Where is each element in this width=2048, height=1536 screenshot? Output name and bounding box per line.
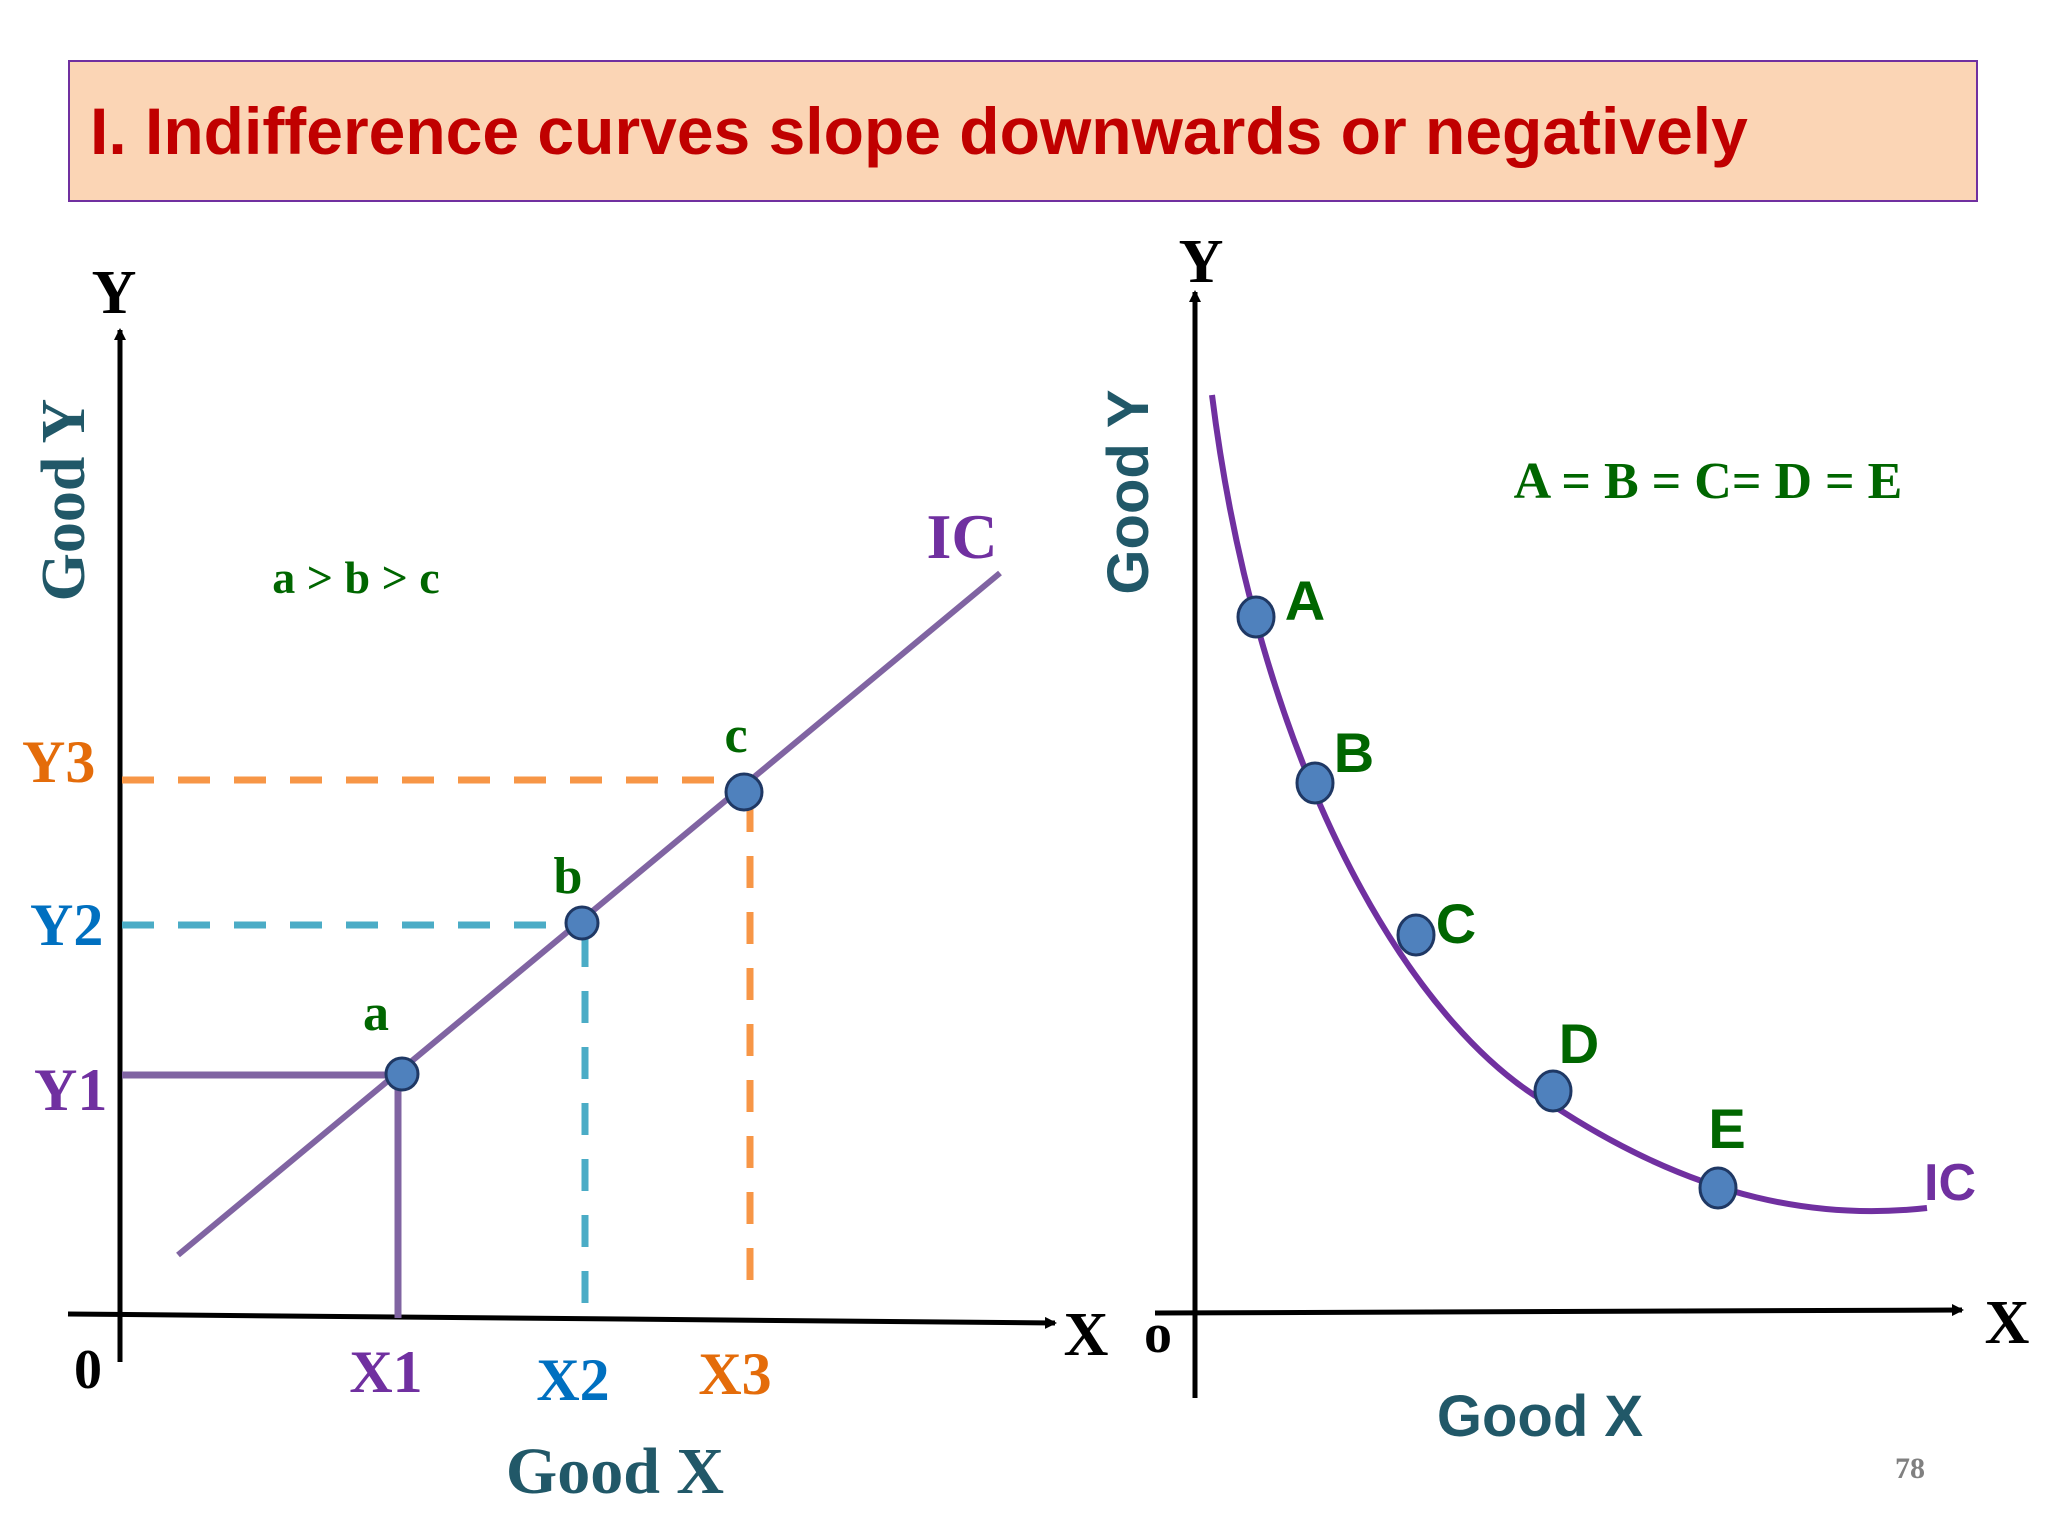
point-B-label: B bbox=[1334, 721, 1374, 784]
right-y-axis-title: Good Y bbox=[1096, 389, 1161, 594]
right-x-axis-title: Good X bbox=[1437, 1384, 1644, 1449]
left-x-axis bbox=[67, 1311, 1057, 1329]
left-chart: a b c Y3 Y2 Y1 X1 X2 X3 Y X 0 Good Y Goo… bbox=[22, 259, 1109, 1508]
left-y-axis-letter: Y bbox=[92, 259, 137, 327]
point-C-label: C bbox=[1436, 892, 1476, 955]
slide-title: I. Indifference curves slope downwards o… bbox=[90, 94, 1748, 168]
x2-tick: X2 bbox=[536, 1347, 609, 1413]
y1-tick: Y1 bbox=[34, 1057, 107, 1123]
point-C bbox=[1396, 913, 1436, 957]
point-c-label: c bbox=[724, 707, 747, 764]
y2-tick: Y2 bbox=[30, 892, 103, 958]
right-y-axis-letter: Y bbox=[1179, 228, 1224, 296]
page-number: 78 bbox=[1895, 1452, 1925, 1485]
point-b-label: b bbox=[554, 848, 583, 905]
point-A-label: A bbox=[1285, 569, 1325, 632]
point-D bbox=[1533, 1069, 1573, 1113]
point-D-label: D bbox=[1559, 1012, 1599, 1075]
right-relation-label: A = B = C= D = E bbox=[1514, 453, 1903, 510]
left-y-axis-title: Good Y bbox=[30, 399, 98, 602]
point-c bbox=[724, 772, 764, 812]
right-x-axis bbox=[1154, 1304, 1964, 1317]
left-relation-label: a > b > c bbox=[272, 552, 439, 603]
right-ic-curve bbox=[1209, 394, 1928, 1215]
right-origin-label: o bbox=[1144, 1303, 1172, 1365]
point-A bbox=[1236, 595, 1276, 639]
point-b bbox=[564, 905, 600, 941]
right-chart: A B C D E Y X o Good Y Good X A = B = C=… bbox=[1096, 228, 2030, 1449]
point-E-label: E bbox=[1708, 1097, 1745, 1160]
right-ic-label: IC bbox=[1924, 1154, 1976, 1212]
right-x-axis-letter: X bbox=[1985, 1289, 2030, 1357]
x3-tick: X3 bbox=[698, 1341, 771, 1407]
left-origin-label: 0 bbox=[74, 1339, 102, 1401]
left-ic-label: IC bbox=[926, 501, 997, 572]
point-B bbox=[1295, 761, 1335, 805]
point-E bbox=[1698, 1166, 1738, 1210]
title-banner: I. Indifference curves slope downwards o… bbox=[68, 60, 1978, 202]
left-x-axis-letter: X bbox=[1064, 1301, 1109, 1369]
left-x-axis-title: Good X bbox=[506, 1435, 724, 1508]
y3-tick: Y3 bbox=[22, 729, 95, 795]
point-a bbox=[384, 1056, 420, 1092]
x1-tick: X1 bbox=[349, 1339, 422, 1405]
point-a-label: a bbox=[363, 985, 389, 1042]
